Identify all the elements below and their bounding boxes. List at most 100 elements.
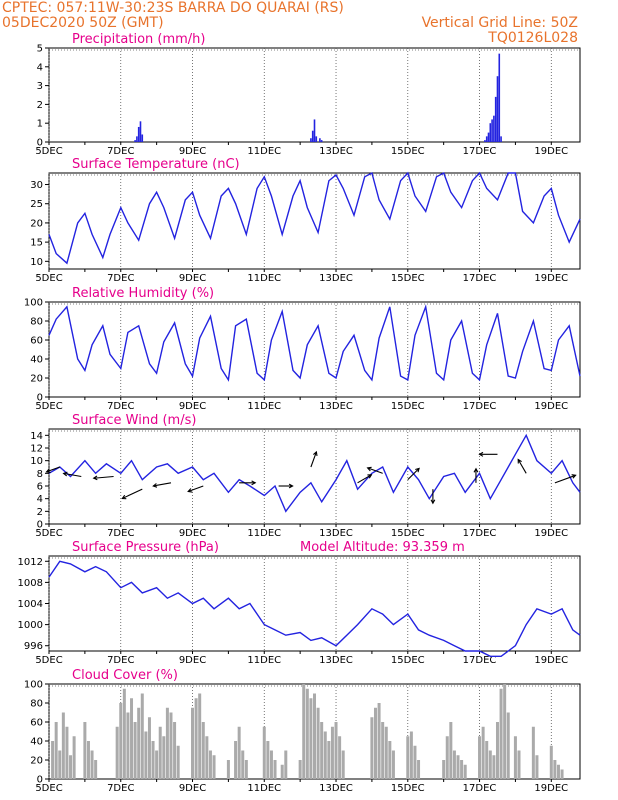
cloud-bar	[370, 717, 374, 779]
pressure-ytick-label: 996	[24, 641, 43, 652]
model-code: TQ0126L028	[488, 30, 578, 46]
wind-series-line	[48, 433, 581, 513]
pressure-ytick-label: 1004	[18, 599, 43, 610]
pressure-date-label: 5DEC	[35, 655, 62, 666]
cloud-bar	[51, 741, 55, 779]
wind-arrow-head	[187, 488, 193, 493]
wind-ytick-label: 14	[30, 431, 43, 442]
cloud-bar	[553, 760, 557, 779]
precip-ytick-label: 5	[37, 44, 43, 55]
cloud-bar	[388, 741, 392, 779]
wind-arrow-head	[366, 466, 372, 472]
wind-arrow-shaft	[554, 474, 576, 484]
rh-ytick-label: 40	[30, 355, 43, 366]
cloud-bar	[302, 684, 306, 779]
cloud-bar	[460, 760, 464, 779]
cloud-bar	[269, 750, 273, 779]
wind-date-label: 7DEC	[107, 528, 134, 539]
wind-arrow-head	[62, 471, 68, 477]
cloud-date-label: 19DEC	[534, 783, 568, 794]
cloud-bar	[284, 750, 288, 779]
precip-ytick-label: 0	[37, 138, 43, 149]
cloud-bar	[409, 731, 413, 779]
rh-ytick-label: 20	[30, 374, 43, 385]
precip-bar	[493, 115, 495, 142]
cloud-bar	[205, 736, 209, 779]
precip-ytick-label: 3	[37, 81, 43, 92]
rh-date-label: 15DEC	[391, 401, 425, 412]
cloud-bar	[381, 722, 385, 779]
cloud-date-label: 17DEC	[463, 783, 497, 794]
temp-date-label: 19DEC	[534, 273, 568, 284]
wind-arrow-head	[367, 474, 373, 479]
wind-arrow-shaft	[93, 475, 114, 479]
wind-arrow-shaft	[153, 482, 172, 487]
cloud-bar	[488, 750, 492, 779]
cloud-bar	[456, 755, 460, 779]
cloud-bar	[406, 736, 410, 779]
cloud-bar	[176, 745, 180, 779]
cloud-bar	[194, 698, 198, 779]
precip-bar	[311, 130, 314, 142]
pressure-ytick-label: 1012	[18, 557, 43, 568]
wind-date-label: 11DEC	[247, 528, 281, 539]
cloud-bar	[58, 750, 62, 779]
wind-arrow-head	[478, 451, 484, 457]
wind-date-label: 19DEC	[534, 528, 568, 539]
wind-arrow-head	[92, 475, 98, 481]
cloud-bar	[449, 722, 453, 779]
cloud-bar	[499, 688, 503, 779]
wind-arrow-shaft	[310, 451, 317, 468]
cloud-bar	[234, 741, 238, 779]
wind-arrow-shaft	[367, 467, 383, 474]
precip-bar	[498, 53, 501, 142]
precip-bar	[313, 119, 316, 142]
cloud-bar	[323, 731, 327, 779]
cloud-bar	[334, 722, 338, 779]
wind-date-label: 13DEC	[319, 528, 353, 539]
wind-arrow-shaft	[357, 474, 372, 484]
precip-bar	[487, 132, 490, 142]
wind-arrow-shaft	[122, 488, 143, 499]
temp-title: Surface Temperature (nC)	[72, 157, 240, 172]
pressure-title: Surface Pressure (hPa)	[72, 540, 219, 555]
precip-bar	[136, 136, 138, 142]
precip-ytick-label: 2	[37, 100, 43, 111]
cloud-bar	[495, 722, 499, 779]
cloud-bar	[377, 703, 381, 779]
cloud-bar	[201, 722, 205, 779]
cloud-bar	[72, 736, 76, 779]
cloud-date-label: 13DEC	[319, 783, 353, 794]
cloud-bar	[531, 726, 535, 779]
wind-arrow-head	[45, 468, 51, 473]
cloud-bar	[391, 750, 395, 779]
precip-date-label: 5DEC	[35, 146, 62, 157]
wind-date-label: 9DEC	[179, 528, 206, 539]
cloud-bar	[413, 745, 417, 779]
wind-ytick-label: 8	[37, 469, 43, 480]
cloud-bar	[122, 688, 126, 779]
wind-arrow-head	[121, 494, 127, 500]
cloud-bar	[173, 722, 177, 779]
cloud-bar	[478, 736, 482, 779]
cloud-bar	[241, 750, 245, 779]
wind-ytick-label: 6	[37, 482, 43, 493]
cloud-bar	[384, 726, 388, 779]
pressure-note: Model Altitude: 93.359 m	[300, 540, 465, 555]
cloud-date-label: 15DEC	[391, 783, 425, 794]
precip-bar	[139, 121, 142, 142]
precip-date-label: 17DEC	[463, 146, 497, 157]
rh-ytick-label: 80	[30, 317, 43, 328]
cloud-ytick-label: 60	[30, 718, 43, 729]
cloud-bar	[137, 707, 141, 779]
wind-ytick-label: 10	[30, 456, 43, 467]
cloud-bar	[119, 703, 123, 779]
wind-arrow-head	[313, 450, 318, 456]
cloud-bar	[158, 726, 162, 779]
rh-ytick-label: 0	[37, 393, 43, 404]
precip-date-label: 9DEC	[179, 146, 206, 157]
wind-arrow-head	[415, 467, 420, 473]
precip-date-label: 15DEC	[391, 146, 425, 157]
temp-ytick-label: 20	[30, 218, 43, 229]
cloud-ytick-label: 0	[37, 775, 43, 786]
